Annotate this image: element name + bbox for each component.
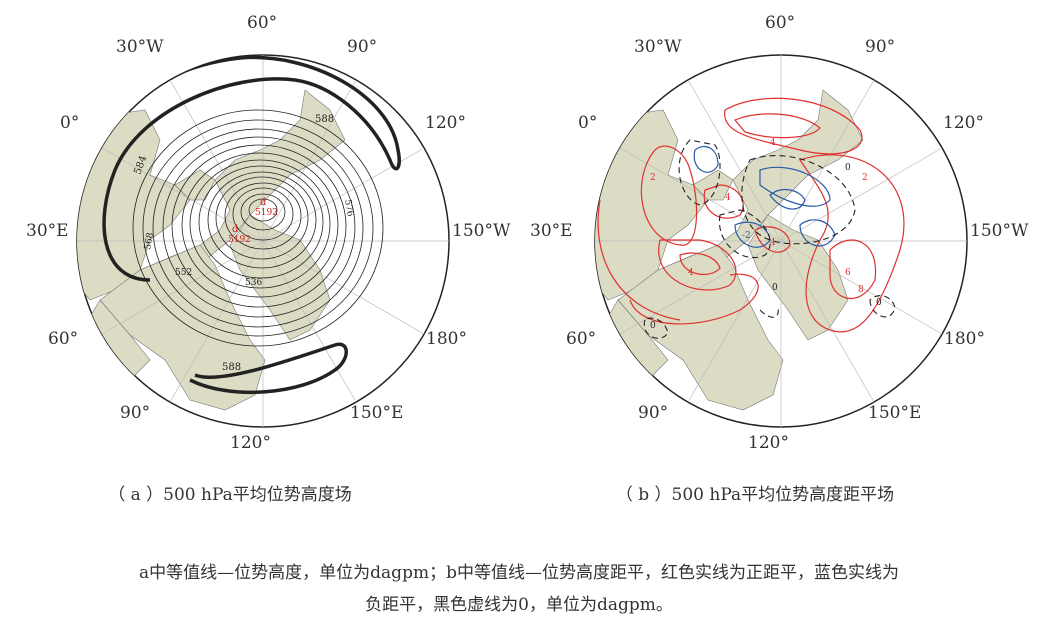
lon-label: 120°	[425, 113, 466, 133]
figure-note-line2: 负距平，黑色虚线为0，单位为dagpm。	[365, 595, 673, 615]
contour-label: 0	[845, 163, 851, 173]
contour-label: 2	[650, 173, 656, 183]
land-north-america	[229, 214, 331, 341]
contour-label: 0	[650, 321, 656, 331]
contour-label: 4	[725, 193, 731, 203]
contour-label: 576	[342, 199, 355, 218]
lon-label: 30°W	[116, 37, 164, 57]
lon-label: 120°	[230, 433, 271, 453]
lon-label: 60°	[247, 13, 277, 33]
panel-a-map: 588 584 576 568 552 536 588 d 5192 d 519…	[26, 13, 1029, 453]
figure-note-line1: a中等值线—位势高度，单位为dagpm；b中等值线—位势高度距平，红色实线为正距…	[139, 563, 899, 583]
land-asia-south	[99, 244, 266, 411]
land-asia-south	[617, 244, 784, 411]
lon-label: 60°	[48, 329, 78, 349]
panel-b-caption: （ b ）500 hPa平均位势高度距平场	[615, 485, 895, 505]
lon-label: 90°	[120, 403, 150, 423]
lon-label: 30°E	[530, 221, 573, 241]
lon-label: 150°E	[868, 403, 921, 423]
contour-label: 2	[862, 173, 868, 183]
center-low-value: 5192	[255, 208, 278, 218]
lon-label: 90°	[638, 403, 668, 423]
panel-a-globe: 588 584 576 568 552 536 588 d 5192 d 519…	[26, 13, 511, 453]
contour-label: 4	[770, 138, 776, 148]
contour-588-south	[189, 342, 348, 395]
contour-label: 4	[688, 268, 694, 278]
land-north-america	[747, 214, 849, 341]
contour-label: 568	[143, 232, 156, 251]
lon-label: 150°W	[970, 221, 1029, 241]
panel-b-globe: 4 2 4 6 8 4 2 4 -2 0 0 0 0 60° 90° 120° …	[530, 13, 1029, 453]
lon-label: 180°	[426, 329, 467, 349]
contour-label: 6	[845, 268, 851, 278]
lon-label: 0°	[578, 113, 597, 133]
contour-label: 588	[222, 362, 241, 373]
lon-label: 150°W	[452, 221, 511, 241]
contour-label: 8	[858, 285, 864, 295]
contour-label: 536	[245, 278, 262, 288]
lon-label: 30°E	[26, 221, 69, 241]
contour-label: 0	[876, 298, 882, 308]
lon-label: 60°	[566, 329, 596, 349]
lon-label: 120°	[943, 113, 984, 133]
center-low-label: d	[232, 224, 239, 235]
contour-label: 0	[772, 283, 778, 293]
lon-label: 30°W	[634, 37, 682, 57]
contour-label: 552	[175, 268, 192, 278]
panel-a-caption: （ a ）500 hPa平均位势高度场	[108, 485, 352, 505]
contour-label: 588	[315, 114, 334, 125]
contour-label: 4	[770, 238, 776, 248]
lon-label: 90°	[347, 37, 377, 57]
contour-label: -2	[742, 231, 751, 241]
center-low-label: d	[260, 197, 267, 208]
lon-label: 120°	[748, 433, 789, 453]
center-low-value: 5192	[228, 235, 251, 245]
lon-label: 180°	[944, 329, 985, 349]
lon-label: 90°	[865, 37, 895, 57]
lon-label: 150°E	[350, 403, 403, 423]
lon-label: 60°	[765, 13, 795, 33]
lon-label: 0°	[60, 113, 79, 133]
